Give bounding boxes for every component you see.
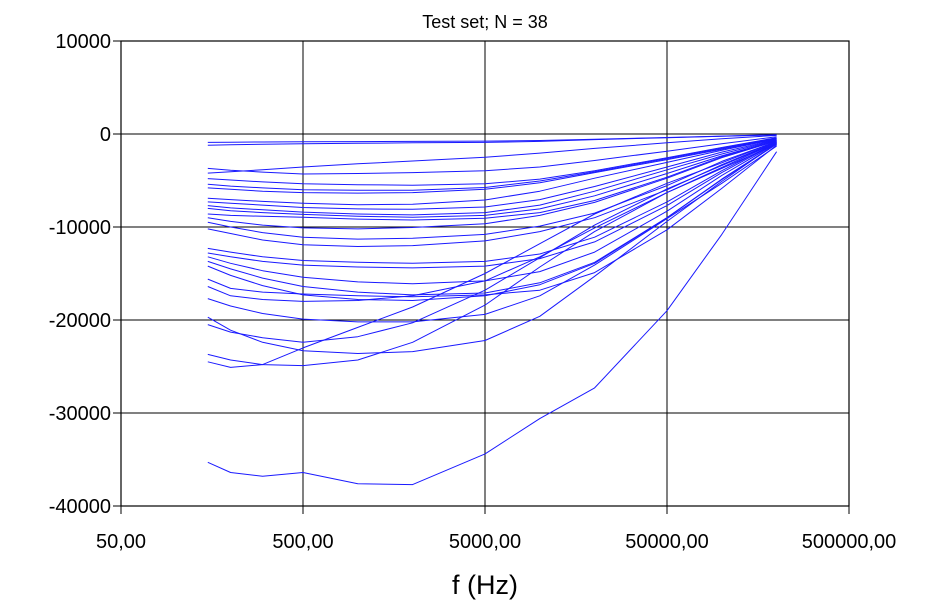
- series-line-27: [207, 142, 777, 354]
- chart-title: Test set; N = 38: [422, 12, 548, 32]
- series-line-26: [207, 140, 777, 368]
- series-line-19: [207, 143, 777, 296]
- series-lines: [207, 134, 778, 486]
- y-tick-label: -20000: [49, 310, 111, 332]
- y-tick-label: -30000: [49, 403, 111, 425]
- series-line-5: [207, 137, 777, 186]
- series-line-10: [207, 139, 777, 216]
- y-tick-label: -10000: [49, 217, 111, 239]
- series-line-14: [207, 140, 777, 240]
- x-tick-label: 50000,00: [625, 531, 708, 553]
- series-line-16: [207, 141, 777, 264]
- series-line-15: [207, 141, 777, 247]
- series-line-21: [207, 144, 777, 298]
- y-tick-label: -40000: [49, 496, 111, 518]
- series-line-8: [207, 138, 777, 206]
- series-line-4: [207, 136, 777, 175]
- x-tick-label: 500,00: [272, 531, 333, 553]
- x-tick-label: 5000,00: [449, 531, 521, 553]
- x-tick-label: 50,00: [96, 531, 146, 553]
- grid: [121, 41, 849, 506]
- x-tick-label: 500000,00: [802, 531, 897, 553]
- y-axis-ticks: 10000 0 -10000 -20000 -30000 -40000: [49, 31, 121, 518]
- series-line-3: [207, 134, 777, 174]
- series-line-28: [207, 151, 778, 486]
- series-line-9: [207, 139, 777, 210]
- series-line-18: [207, 142, 777, 285]
- x-axis-ticks: 50,00 500,00 5000,00 50000,00 500000,00: [96, 506, 896, 553]
- series-line-7: [207, 138, 777, 194]
- series-line-6: [207, 137, 777, 191]
- series-line-12: [207, 140, 777, 221]
- series-line-25: [207, 141, 777, 367]
- series-line-17: [207, 142, 777, 269]
- y-tick-label: 0: [100, 124, 111, 146]
- y-tick-label: 10000: [55, 31, 111, 53]
- series-line-24: [207, 141, 777, 343]
- series-line-2: [207, 134, 777, 143]
- x-axis-label: f (Hz): [452, 570, 518, 600]
- series-line-11: [207, 140, 777, 218]
- series-line-13: [207, 140, 777, 230]
- series-line-20: [207, 143, 777, 301]
- series-line-23: [207, 145, 777, 323]
